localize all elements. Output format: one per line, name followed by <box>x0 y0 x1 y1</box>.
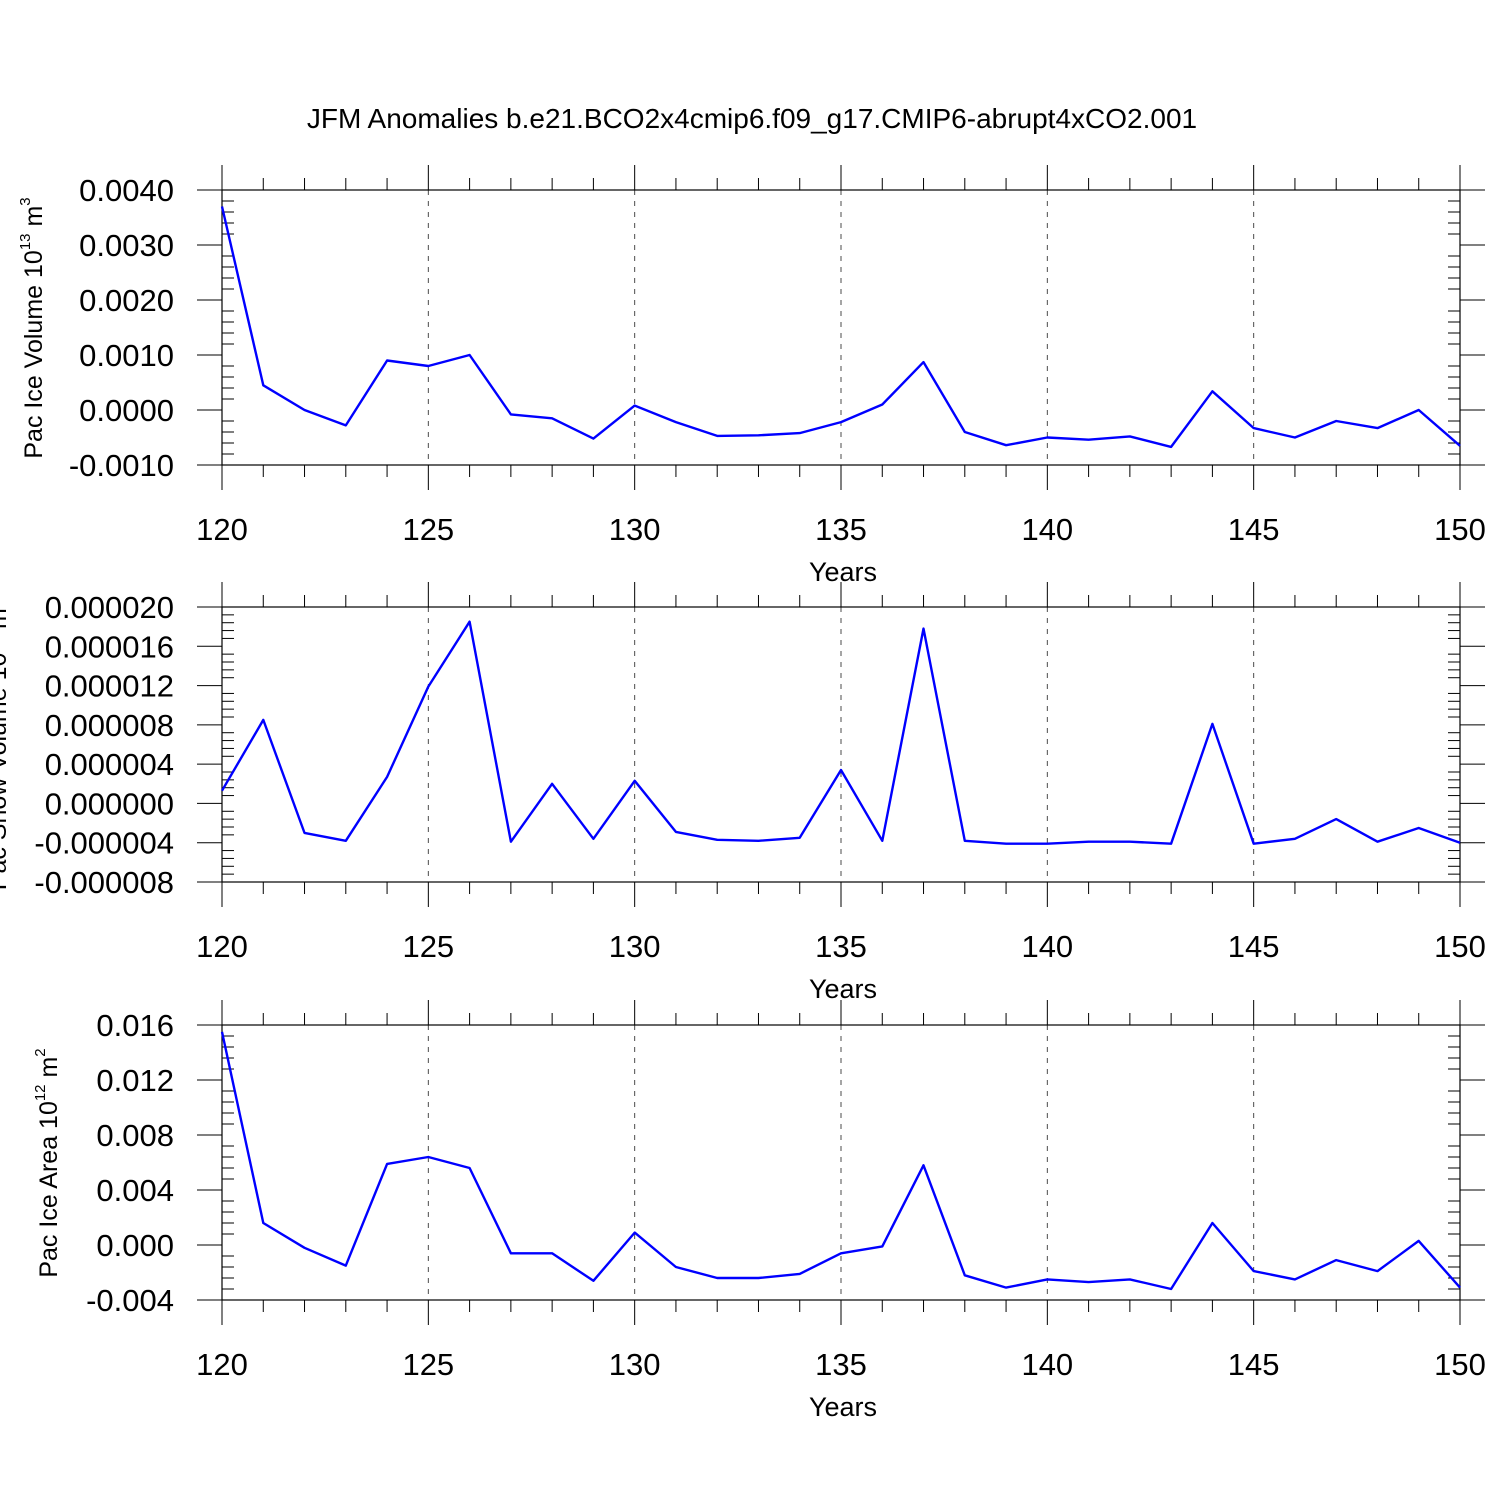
x-tick-label: 130 <box>609 1347 661 1382</box>
x-tick-label: 130 <box>609 512 661 547</box>
x-tick-label: 125 <box>402 512 454 547</box>
x-tick-label: 125 <box>402 1347 454 1382</box>
x-tick-label: 135 <box>815 1347 867 1382</box>
y-tick-label: 0.000012 <box>45 669 174 704</box>
y-tick-label: 0.000020 <box>45 590 174 625</box>
x-tick-label: 125 <box>402 929 454 964</box>
x-tick-label: 135 <box>815 512 867 547</box>
y-tick-label: 0.0020 <box>79 283 174 318</box>
x-tick-label: 120 <box>196 929 248 964</box>
y-tick-label: 0.000004 <box>45 747 174 782</box>
y-tick-label: -0.000004 <box>34 826 174 861</box>
x-tick-label: 130 <box>609 929 661 964</box>
y-tick-label: 0.0000 <box>79 393 174 428</box>
series-line <box>220 206 1461 449</box>
series-line <box>220 1031 1461 1291</box>
x-tick-label: 150 <box>1434 929 1486 964</box>
x-tick-label: 145 <box>1228 929 1280 964</box>
y-tick-label: 0.008 <box>96 1118 174 1153</box>
y-axis-label: Pac Ice Volume 1013 m3 <box>17 197 48 458</box>
x-tick-label: 150 <box>1434 1347 1486 1382</box>
x-axis-label: Years <box>809 974 877 1004</box>
y-tick-label: 0.004 <box>96 1173 174 1208</box>
x-tick-label: 120 <box>196 512 248 547</box>
y-tick-label: 0.0040 <box>79 173 174 208</box>
y-tick-label: 0.000008 <box>45 708 174 743</box>
panel-3: 120 125 130 135 140 145 150 Years 0.016 0.012 0.00… <box>32 1000 1486 1422</box>
y-tick-label: 0.000000 <box>45 786 174 821</box>
y-tick-label: 0.012 <box>96 1063 174 1098</box>
x-tick-label: 145 <box>1228 512 1280 547</box>
y-tick-label: 0.0010 <box>79 338 174 373</box>
x-axis-label: Years <box>809 557 877 587</box>
y-tick-label: 0.000016 <box>45 629 174 664</box>
y-tick-label: 0.000 <box>96 1228 174 1263</box>
series-line <box>220 620 1461 845</box>
y-tick-label: -0.004 <box>86 1283 174 1318</box>
y-tick-label: -0.0010 <box>69 448 174 483</box>
x-tick-label: 140 <box>1021 512 1073 547</box>
x-tick-label: 140 <box>1021 929 1073 964</box>
chart-title: JFM Anomalies b.e21.BCO2x4cmip6.f09_g17.… <box>307 103 1197 134</box>
y-tick-label: -0.000008 <box>34 865 174 900</box>
y-axis-label: Pac Snow Volume 1013 m3 <box>0 600 12 890</box>
y-axis-label: Pac Ice Area 1012 m2 <box>32 1048 63 1277</box>
panel-2: 120 125 130 135 140 145 150 Years 0.000020 0.0000… <box>0 582 1486 1004</box>
y-tick-label: 0.0030 <box>79 228 174 263</box>
x-tick-label: 145 <box>1228 1347 1280 1382</box>
panel-1: 120 125 130 135 140 145 150 Years 0.0040 0.0030 0.… <box>17 165 1486 587</box>
y-tick-label: 0.016 <box>96 1008 174 1043</box>
x-axis-label: Years <box>809 1392 877 1422</box>
x-tick-label: 120 <box>196 1347 248 1382</box>
x-tick-label: 150 <box>1434 512 1486 547</box>
x-tick-label: 140 <box>1021 1347 1073 1382</box>
x-tick-label: 135 <box>815 929 867 964</box>
